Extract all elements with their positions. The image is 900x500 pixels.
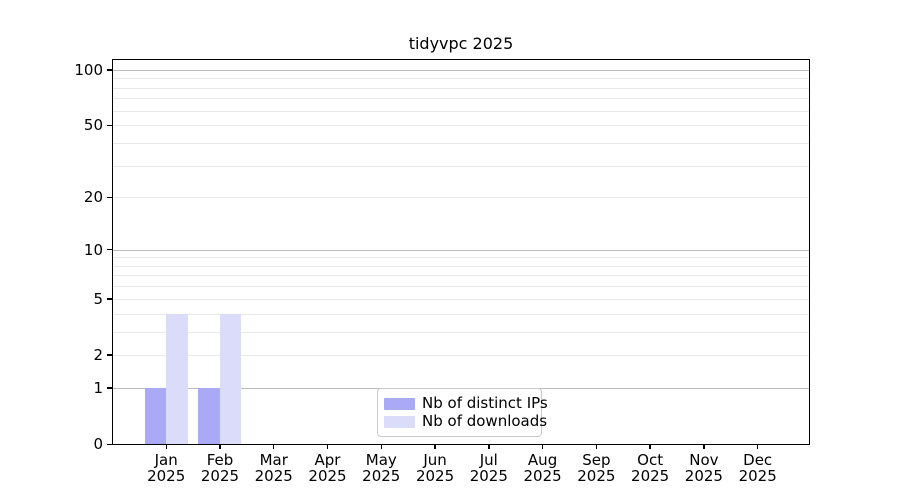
y-tick-label: 0 bbox=[93, 435, 103, 453]
x-tick-mark bbox=[703, 444, 705, 449]
x-tick-mark bbox=[165, 444, 167, 449]
y-tick-mark bbox=[107, 387, 113, 389]
y-tick-mark bbox=[107, 69, 113, 71]
legend-swatch-downloads bbox=[384, 415, 415, 428]
legend-swatch-distinct-ips bbox=[384, 397, 415, 410]
legend-item-downloads: Nb of downloads bbox=[384, 414, 547, 429]
gridline-minor bbox=[113, 257, 809, 259]
x-tick-label: Sep 2025 bbox=[577, 451, 616, 485]
y-tick-label: 50 bbox=[83, 116, 103, 135]
bar-downloads bbox=[219, 313, 242, 444]
y-tick-mark bbox=[107, 196, 113, 199]
x-tick-label: Jul 2025 bbox=[469, 451, 508, 485]
legend-label-downloads: Nb of downloads bbox=[422, 412, 548, 430]
x-tick-mark bbox=[595, 444, 598, 449]
x-tick-mark bbox=[541, 444, 544, 449]
gridline-minor bbox=[113, 87, 809, 89]
gridline-minor bbox=[113, 286, 809, 288]
y-tick-mark bbox=[107, 124, 113, 127]
legend: Nb of distinct IPs Nb of downloads bbox=[377, 388, 548, 437]
y-tick-mark bbox=[107, 249, 113, 251]
gridline-minor bbox=[113, 142, 809, 144]
x-tick-mark bbox=[649, 444, 651, 449]
gridline-minor bbox=[113, 354, 809, 356]
bar-distinct-ips bbox=[144, 387, 167, 444]
bar-distinct-ips bbox=[198, 387, 220, 444]
plot-area: Nb of distinct IPs Nb of downloads 0 1 2 5 1… bbox=[74, 59, 810, 484]
y-tick-label: 20 bbox=[83, 188, 103, 207]
gridline-major bbox=[113, 69, 809, 71]
x-tick-mark bbox=[756, 444, 759, 449]
x-tick-label: Oct 2025 bbox=[631, 451, 670, 485]
gridline-major bbox=[113, 249, 809, 251]
y-tick-mark bbox=[107, 298, 113, 300]
gridline-minor bbox=[113, 275, 809, 277]
x-tick-mark bbox=[326, 444, 329, 449]
bar-downloads bbox=[166, 313, 188, 444]
x-tick-label: Aug 2025 bbox=[523, 451, 562, 485]
x-tick-mark bbox=[273, 444, 275, 449]
gridline-minor bbox=[113, 298, 809, 300]
x-tick-mark bbox=[488, 444, 490, 449]
gridline-minor bbox=[113, 197, 809, 199]
gridline-minor bbox=[113, 313, 809, 315]
y-tick-label: 100 bbox=[74, 60, 103, 79]
gridline-minor bbox=[113, 165, 809, 167]
gridline-minor bbox=[113, 125, 809, 127]
y-tick-label: 2 bbox=[93, 345, 103, 364]
gridline-minor bbox=[113, 110, 809, 112]
chart-title: tidyvpc 2025 bbox=[408, 34, 514, 53]
gridline-minor bbox=[113, 331, 809, 333]
gridline-minor bbox=[113, 78, 809, 80]
y-tick-label: 1 bbox=[93, 378, 103, 397]
x-tick-mark bbox=[380, 444, 382, 449]
x-tick-label: Dec 2025 bbox=[738, 451, 777, 485]
x-tick-label: May 2025 bbox=[362, 451, 401, 485]
legend-item-distinct-ips: Nb of distinct IPs bbox=[384, 396, 548, 411]
y-tick-mark bbox=[107, 354, 113, 356]
x-tick-label: Jan 2025 bbox=[147, 451, 186, 485]
legend-label-distinct-ips: Nb of distinct IPs bbox=[422, 394, 548, 412]
y-tick-label: 5 bbox=[93, 289, 103, 308]
x-tick-mark bbox=[219, 444, 221, 449]
x-tick-label: Mar 2025 bbox=[254, 451, 293, 485]
x-tick-label: Apr 2025 bbox=[308, 451, 347, 485]
y-tick-mark bbox=[107, 443, 113, 445]
x-tick-label: Nov 2025 bbox=[684, 451, 723, 485]
x-tick-label: Feb 2025 bbox=[200, 451, 240, 485]
x-tick-label: Jun 2025 bbox=[415, 451, 455, 485]
y-tick-label: 10 bbox=[83, 240, 103, 259]
x-tick-mark bbox=[434, 444, 436, 449]
gridline-minor bbox=[113, 98, 809, 100]
gridline-minor bbox=[113, 265, 809, 267]
